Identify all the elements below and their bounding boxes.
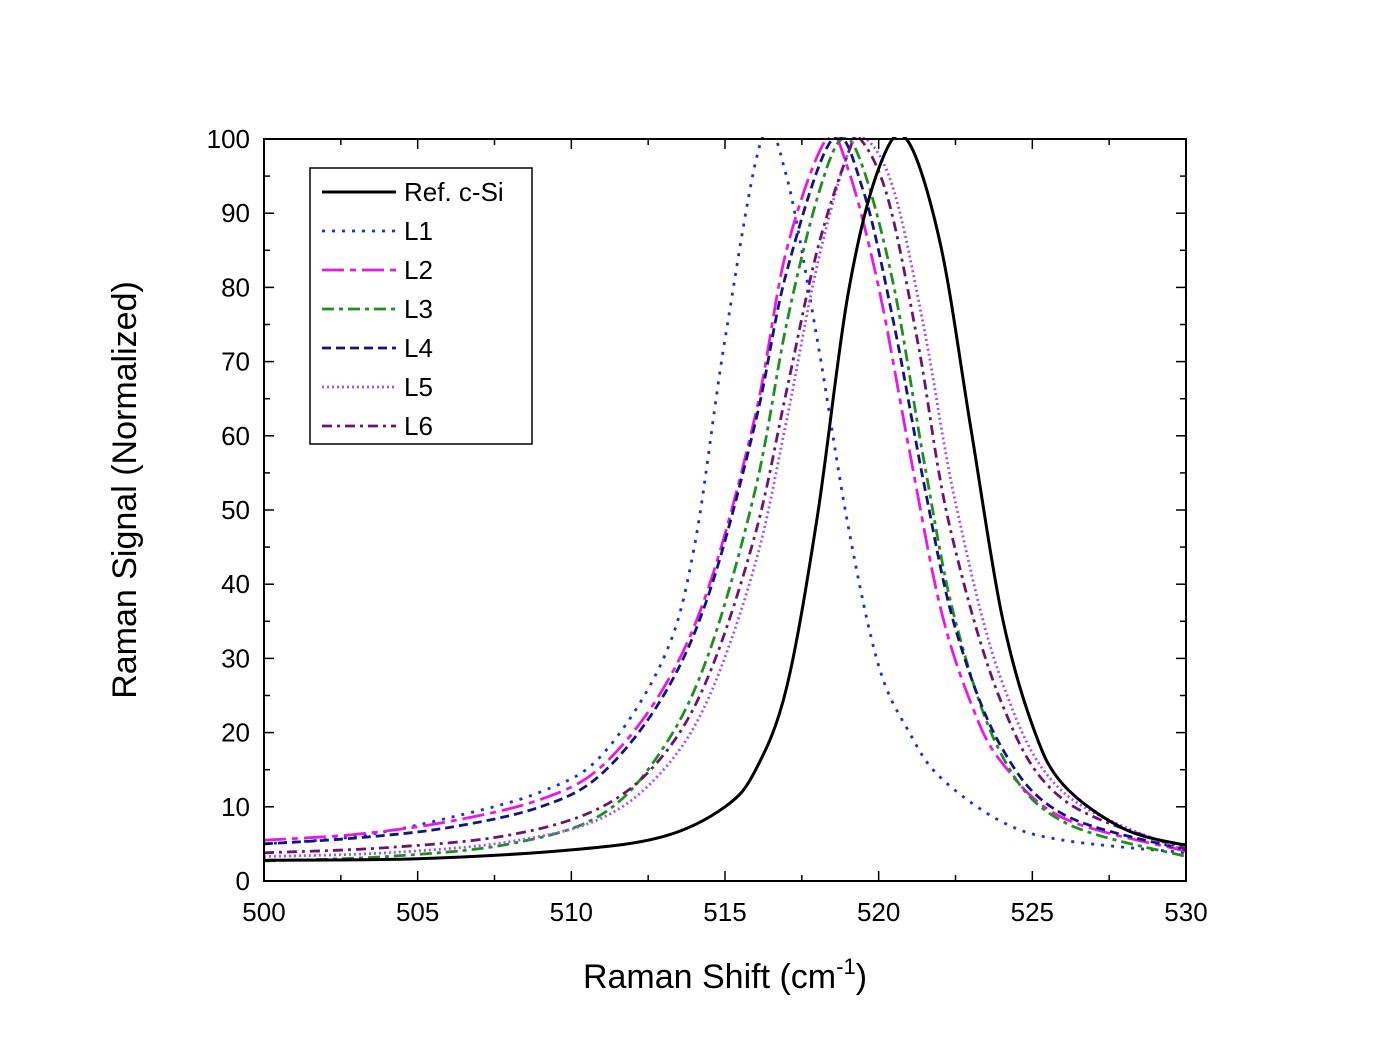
series-line-ref-c-si — [264, 137, 1186, 862]
y-tick-label: 10 — [221, 792, 250, 822]
y-tick-label: 20 — [221, 718, 250, 748]
y-tick-label: 30 — [221, 643, 250, 673]
legend-entry: L6 — [322, 411, 433, 441]
y-tick-label: 70 — [221, 347, 250, 377]
legend-box — [309, 167, 533, 445]
y-tick-label: 100 — [207, 124, 250, 154]
legend-entry: L5 — [322, 372, 433, 402]
x-tick-label: 530 — [1164, 897, 1207, 927]
legend-entry: L1 — [322, 216, 433, 246]
x-axis-label: Raman Shift (cm-1) — [583, 954, 867, 996]
legend-entry: L4 — [322, 333, 433, 363]
y-axis-label: Raman Signal (Normalized) — [106, 281, 144, 699]
legend-entry: Ref. c-Si — [322, 177, 504, 207]
legend: Ref. c-Si L1 L2 L3 L4 L5 L6 — [309, 167, 533, 445]
legend-label: L5 — [404, 372, 433, 402]
legend-label: L1 — [404, 216, 433, 246]
legend-label: L2 — [404, 255, 433, 285]
x-tick-label: 525 — [1011, 897, 1054, 927]
y-tick-label: 0 — [236, 866, 250, 896]
y-tick-label: 80 — [221, 272, 250, 302]
legend-label: L4 — [404, 333, 433, 363]
y-tick-label: 50 — [221, 495, 250, 525]
x-axis: 500 505 510 515 520 525 530 — [242, 139, 1208, 927]
legend-label: L3 — [404, 294, 433, 324]
legend-label: Ref. c-Si — [404, 177, 504, 207]
x-tick-label: 520 — [857, 897, 900, 927]
x-tick-label: 500 — [242, 897, 285, 927]
x-tick-label: 510 — [550, 897, 593, 927]
series-line-l4 — [264, 137, 1186, 852]
x-tick-label: 505 — [396, 897, 439, 927]
y-axis: 0 10 20 30 40 50 60 70 80 90 100 — [207, 124, 1186, 896]
series-line-l1 — [264, 137, 1186, 855]
series-line-l2 — [264, 137, 1186, 853]
y-tick-label: 90 — [221, 198, 250, 228]
x-tick-label: 515 — [703, 897, 746, 927]
y-tick-label: 40 — [221, 569, 250, 599]
y-tick-label: 60 — [221, 421, 250, 451]
series-curves — [264, 137, 1186, 863]
legend-label: L6 — [404, 411, 433, 441]
legend-entry: L3 — [322, 294, 433, 324]
legend-entry: L2 — [322, 255, 433, 285]
